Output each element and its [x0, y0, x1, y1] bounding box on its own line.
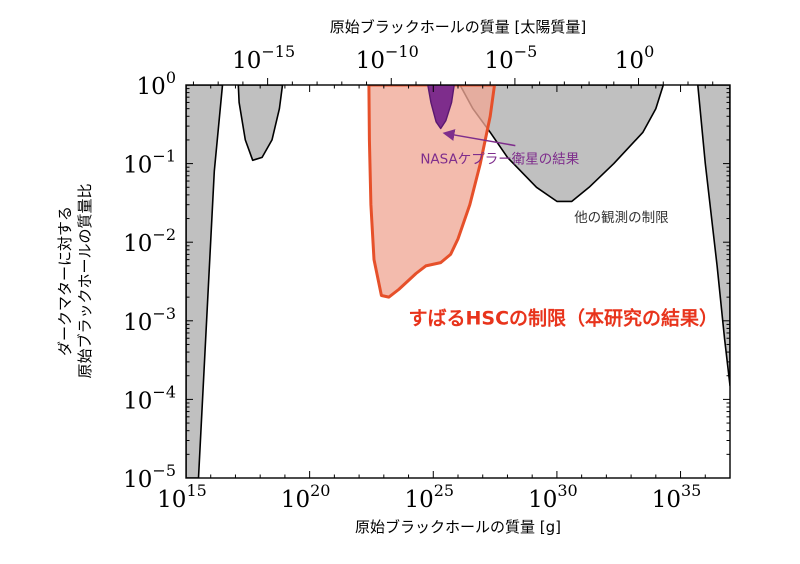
y-tick-label: 10−1 [123, 147, 176, 179]
other-constraints-annotation: 他の観測の制限 [574, 209, 669, 226]
x2-tick-label: 10−10 [356, 42, 419, 74]
y-tick-label: 10−5 [123, 461, 176, 493]
kepler-annotation: NASAケプラー衛星の結果 [420, 152, 579, 168]
hsc-constraint-region [367, 85, 496, 299]
other-constraint-region [237, 85, 284, 162]
x2-tick-label: 10−15 [232, 42, 295, 74]
x-tick-label: 1020 [281, 481, 331, 513]
hsc-annotation: すばるHSCの制限（本研究の結果） [409, 306, 719, 329]
kepler-arrow [442, 129, 516, 147]
y-tick-label: 10−3 [123, 304, 176, 336]
y-tick-label: 10−2 [123, 225, 176, 257]
x-tick-label: 1030 [528, 481, 578, 513]
y-tick-label: 100 [137, 68, 176, 100]
y-axis-label: ダークマターに対する 原始ブラックホールの質量比 [56, 183, 94, 378]
y-axis-label-line-2: 原始ブラックホールの質量比 [76, 183, 94, 378]
x-axis-label: 原始ブラックホールの質量 [g] [355, 518, 561, 536]
x-tick-label: 1035 [652, 481, 702, 513]
other-constraint-region [459, 85, 665, 203]
x-tick-label: 1015 [157, 481, 207, 513]
y-axis-label-line-1: ダークマターに対する [56, 206, 74, 356]
x2-tick-label: 100 [615, 42, 654, 74]
other-constraint-region [186, 85, 224, 478]
kepler-constraint-region [427, 85, 455, 130]
x2-axis-label: 原始ブラックホールの質量 [太陽質量] [330, 18, 586, 36]
x-tick-label: 1025 [404, 481, 454, 513]
other-constraint-region [696, 85, 730, 387]
y-tick-label: 10−4 [123, 382, 176, 414]
x2-tick-label: 10−5 [484, 42, 537, 74]
